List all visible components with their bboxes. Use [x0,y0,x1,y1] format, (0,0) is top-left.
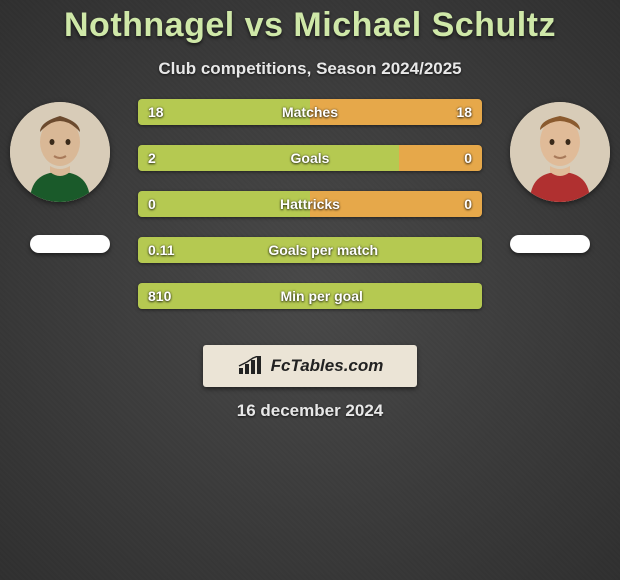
branding-badge: FcTables.com [203,345,417,387]
bar-right-value: 0 [464,150,472,166]
bar-left-value: 18 [148,104,164,120]
date-text: 16 december 2024 [0,401,620,421]
subtitle: Club competitions, Season 2024/2025 [0,59,620,79]
bar-label: Goals [156,150,464,166]
stat-bar-row: 0Hattricks0 [138,191,482,217]
bar-label: Goals per match [174,242,472,258]
bar-left-value: 810 [148,288,171,304]
bar-label: Min per goal [171,288,472,304]
bar-left-value: 0 [148,196,156,212]
stat-bar-row: 2Goals0 [138,145,482,171]
avatar-placeholder-icon [510,102,610,202]
bar-label: Matches [164,104,457,120]
player-left-country-pill [30,235,110,253]
bar-right-value: 0 [464,196,472,212]
comparison-content: 18Matches182Goals00Hattricks00.11Goals p… [0,97,620,327]
bar-left-value: 2 [148,150,156,166]
bar-text: 0.11Goals per match [138,237,482,263]
bar-right-value: 18 [456,104,472,120]
player-left-avatar [10,102,110,202]
bar-text: 810Min per goal [138,283,482,309]
bar-text: 2Goals0 [138,145,482,171]
stat-bar-row: 18Matches18 [138,99,482,125]
player-right-avatar [510,102,610,202]
branding-text: FcTables.com [271,356,384,376]
bar-chart-icon [237,356,265,376]
player-right-country-pill [510,235,590,253]
stat-bar-row: 810Min per goal [138,283,482,309]
avatar-placeholder-icon [10,102,110,202]
bar-label: Hattricks [156,196,464,212]
stat-bar-row: 0.11Goals per match [138,237,482,263]
stat-bars: 18Matches182Goals00Hattricks00.11Goals p… [138,99,482,329]
page-title: Nothnagel vs Michael Schultz [0,0,620,45]
bar-text: 18Matches18 [138,99,482,125]
bar-left-value: 0.11 [148,242,174,258]
bar-text: 0Hattricks0 [138,191,482,217]
